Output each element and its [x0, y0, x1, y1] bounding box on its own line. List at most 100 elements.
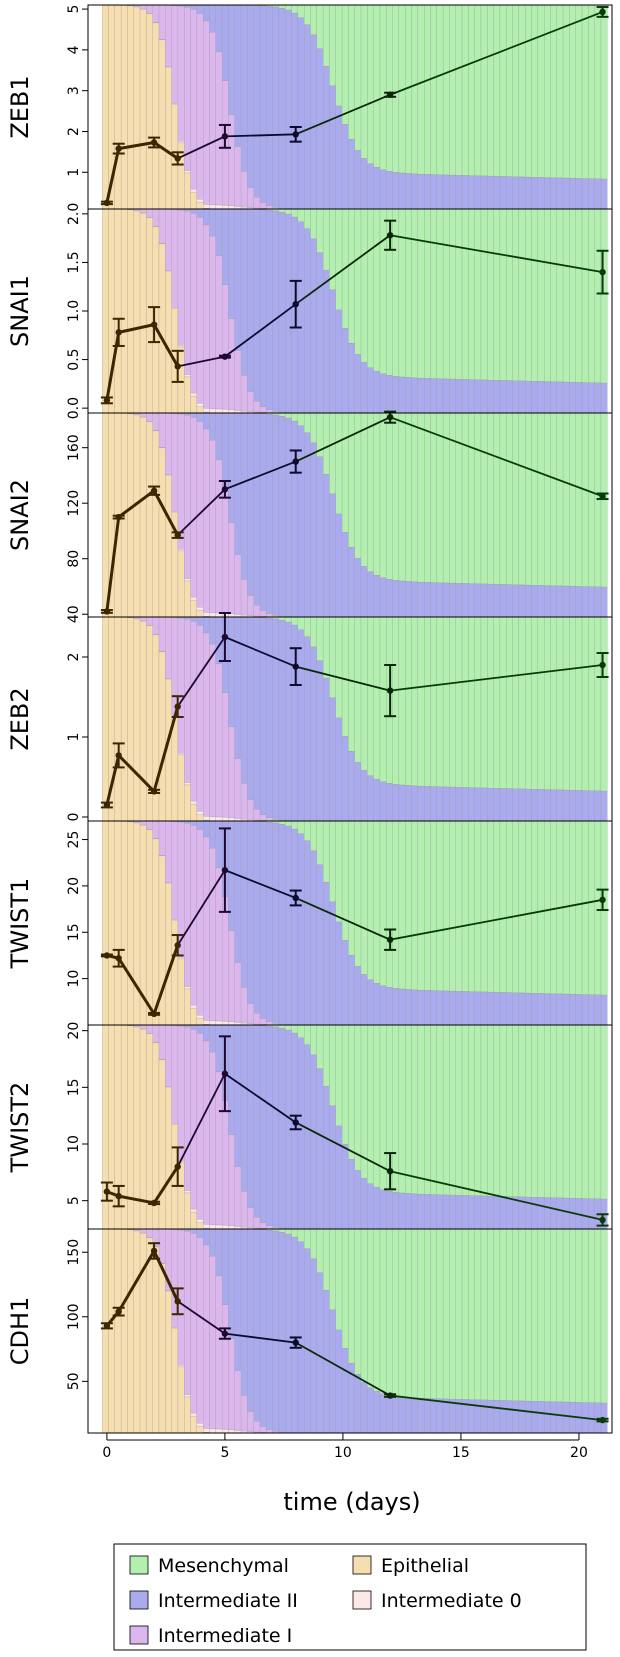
state-bar-i2 — [203, 1025, 209, 1041]
state-bar-i2 — [412, 990, 418, 1025]
state-bar-i2 — [209, 617, 215, 644]
state-bar-mes — [588, 209, 594, 383]
state-bar-mes — [456, 1229, 462, 1399]
data-point — [174, 703, 180, 709]
state-bar-i0 — [209, 1225, 215, 1229]
state-bar-i2 — [393, 580, 399, 617]
state-bar-i2 — [538, 789, 544, 821]
state-bar-mes — [576, 617, 582, 790]
state-bar-mes — [544, 617, 550, 790]
state-bar-mes — [304, 617, 310, 637]
state-bar-i2 — [588, 587, 594, 617]
state-bar-mes — [449, 1025, 455, 1195]
state-bar-i2 — [550, 586, 556, 617]
state-bar-i2 — [576, 586, 582, 617]
state-bar-epi — [146, 830, 152, 1025]
state-bar-epi — [115, 209, 121, 413]
state-bar-i2 — [544, 382, 550, 413]
state-bar-i1 — [222, 285, 228, 410]
state-bar-mes — [361, 617, 367, 770]
data-point — [115, 514, 121, 520]
state-bar-i2 — [342, 1144, 348, 1229]
state-bar-mes — [569, 413, 575, 586]
legend-swatch — [353, 1591, 371, 1609]
state-bar-mes — [374, 209, 380, 371]
state-bar-i2 — [203, 821, 209, 837]
state-bar-i2 — [241, 617, 247, 783]
state-bar-mes — [405, 1025, 411, 1193]
state-bar-i2 — [430, 787, 436, 821]
state-bar-mes — [304, 821, 310, 841]
state-bar-i2 — [361, 770, 367, 821]
state-bar-i2 — [468, 380, 474, 413]
state-bar-mes — [595, 1025, 601, 1199]
state-bar-epi — [197, 815, 203, 821]
state-bar-epi — [127, 618, 133, 821]
state-bar-mes — [588, 1025, 594, 1199]
state-bar-mes — [532, 1025, 538, 1197]
state-bar-epi — [134, 415, 140, 617]
state-bar-i2 — [424, 786, 430, 821]
state-bar-i2 — [399, 989, 405, 1025]
y-tick-label: 10 — [66, 1135, 82, 1153]
state-bar-mes — [399, 1025, 405, 1193]
state-bar-i2 — [336, 514, 342, 617]
state-bar-i2 — [393, 172, 399, 209]
data-point — [293, 895, 299, 901]
state-bar-i2 — [449, 787, 455, 821]
state-bar-i2 — [576, 790, 582, 821]
state-bar-mes — [323, 413, 329, 474]
state-bar-epi — [134, 211, 140, 413]
state-bar-i2 — [197, 821, 203, 830]
state-bar-i2 — [443, 175, 449, 209]
state-bar-i2 — [513, 381, 519, 413]
state-bar-mes — [304, 5, 310, 25]
state-bar-mes — [576, 413, 582, 586]
state-bar-i2 — [191, 209, 197, 213]
state-bar-i2 — [544, 178, 550, 209]
state-bar-epi — [121, 821, 127, 1025]
state-bar-i2 — [456, 175, 462, 209]
state-bar-i2 — [260, 1026, 266, 1223]
state-bar-i2 — [355, 558, 361, 617]
state-bar-epi — [134, 7, 140, 209]
state-bar-i2 — [386, 783, 392, 821]
state-bar-i2 — [462, 1195, 468, 1229]
data-point — [104, 1323, 110, 1329]
state-bar-epi — [146, 1238, 152, 1433]
state-bar-mes — [393, 5, 399, 172]
state-bar-i2 — [386, 171, 392, 209]
state-bar-epi — [108, 1025, 114, 1229]
state-bar-i1 — [197, 218, 203, 404]
state-bar-i2 — [405, 581, 411, 617]
state-bar-i1 — [146, 1025, 152, 1034]
state-bar-i2 — [273, 823, 279, 1023]
state-bar-i2 — [203, 5, 209, 21]
state-bar-i2 — [361, 362, 367, 413]
state-bar-i0 — [178, 957, 184, 959]
state-bar-i0 — [222, 205, 228, 209]
state-bar-i2 — [197, 413, 203, 422]
state-bar-mes — [582, 821, 588, 995]
state-bar-i2 — [203, 617, 209, 633]
state-bar-mes — [355, 821, 361, 966]
state-bar-mes — [481, 413, 487, 584]
state-bar-i2 — [254, 1229, 260, 1421]
state-bar-epi — [140, 417, 146, 617]
state-bar-i2 — [449, 175, 455, 209]
state-bar-i2 — [557, 1198, 563, 1229]
state-bar-epi — [184, 581, 190, 617]
state-bar-mes — [304, 1025, 310, 1045]
state-bar-mes — [487, 617, 493, 788]
state-bar-i2 — [254, 1025, 260, 1217]
state-bar-i2 — [393, 1192, 399, 1229]
state-bar-i2 — [601, 587, 607, 617]
state-bar-mes — [595, 5, 601, 179]
state-bar-i2 — [500, 584, 506, 617]
state-bar-i1 — [247, 1208, 253, 1228]
state-bar-i2 — [487, 1400, 493, 1433]
state-bar-i2 — [418, 174, 424, 209]
state-bar-i2 — [481, 584, 487, 617]
state-bar-mes — [500, 413, 506, 584]
